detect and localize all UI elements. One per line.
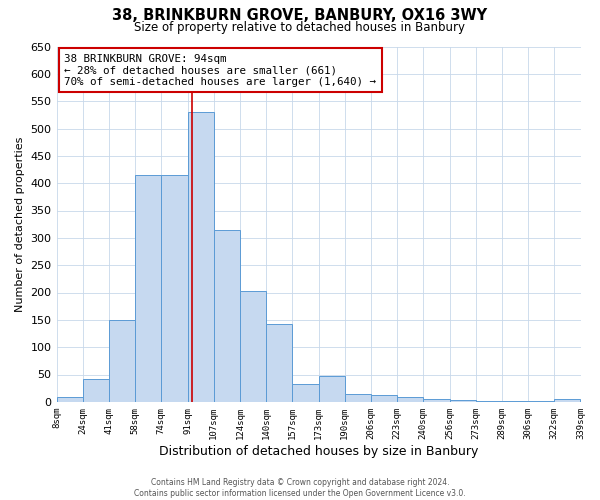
Bar: [424, 399, 449, 402]
Bar: [449, 400, 476, 402]
Bar: [528, 400, 554, 402]
Bar: [161, 175, 188, 402]
Text: Size of property relative to detached houses in Banbury: Size of property relative to detached ho…: [134, 21, 466, 34]
Bar: [476, 400, 502, 402]
Bar: [135, 175, 161, 402]
Bar: [319, 376, 345, 402]
Text: 38 BRINKBURN GROVE: 94sqm
← 28% of detached houses are smaller (661)
70% of semi: 38 BRINKBURN GROVE: 94sqm ← 28% of detac…: [64, 54, 376, 87]
Bar: [371, 394, 397, 402]
Bar: [397, 398, 424, 402]
Bar: [345, 394, 371, 402]
Bar: [266, 324, 292, 402]
X-axis label: Distribution of detached houses by size in Banbury: Distribution of detached houses by size …: [159, 444, 478, 458]
Bar: [83, 379, 109, 402]
Bar: [502, 400, 528, 402]
Y-axis label: Number of detached properties: Number of detached properties: [15, 136, 25, 312]
Bar: [554, 399, 580, 402]
Text: 38, BRINKBURN GROVE, BANBURY, OX16 3WY: 38, BRINKBURN GROVE, BANBURY, OX16 3WY: [112, 8, 488, 22]
Bar: [188, 112, 214, 402]
Text: Contains HM Land Registry data © Crown copyright and database right 2024.
Contai: Contains HM Land Registry data © Crown c…: [134, 478, 466, 498]
Bar: [109, 320, 135, 402]
Bar: [292, 384, 319, 402]
Bar: [240, 291, 266, 402]
Bar: [214, 230, 240, 402]
Bar: [56, 398, 83, 402]
